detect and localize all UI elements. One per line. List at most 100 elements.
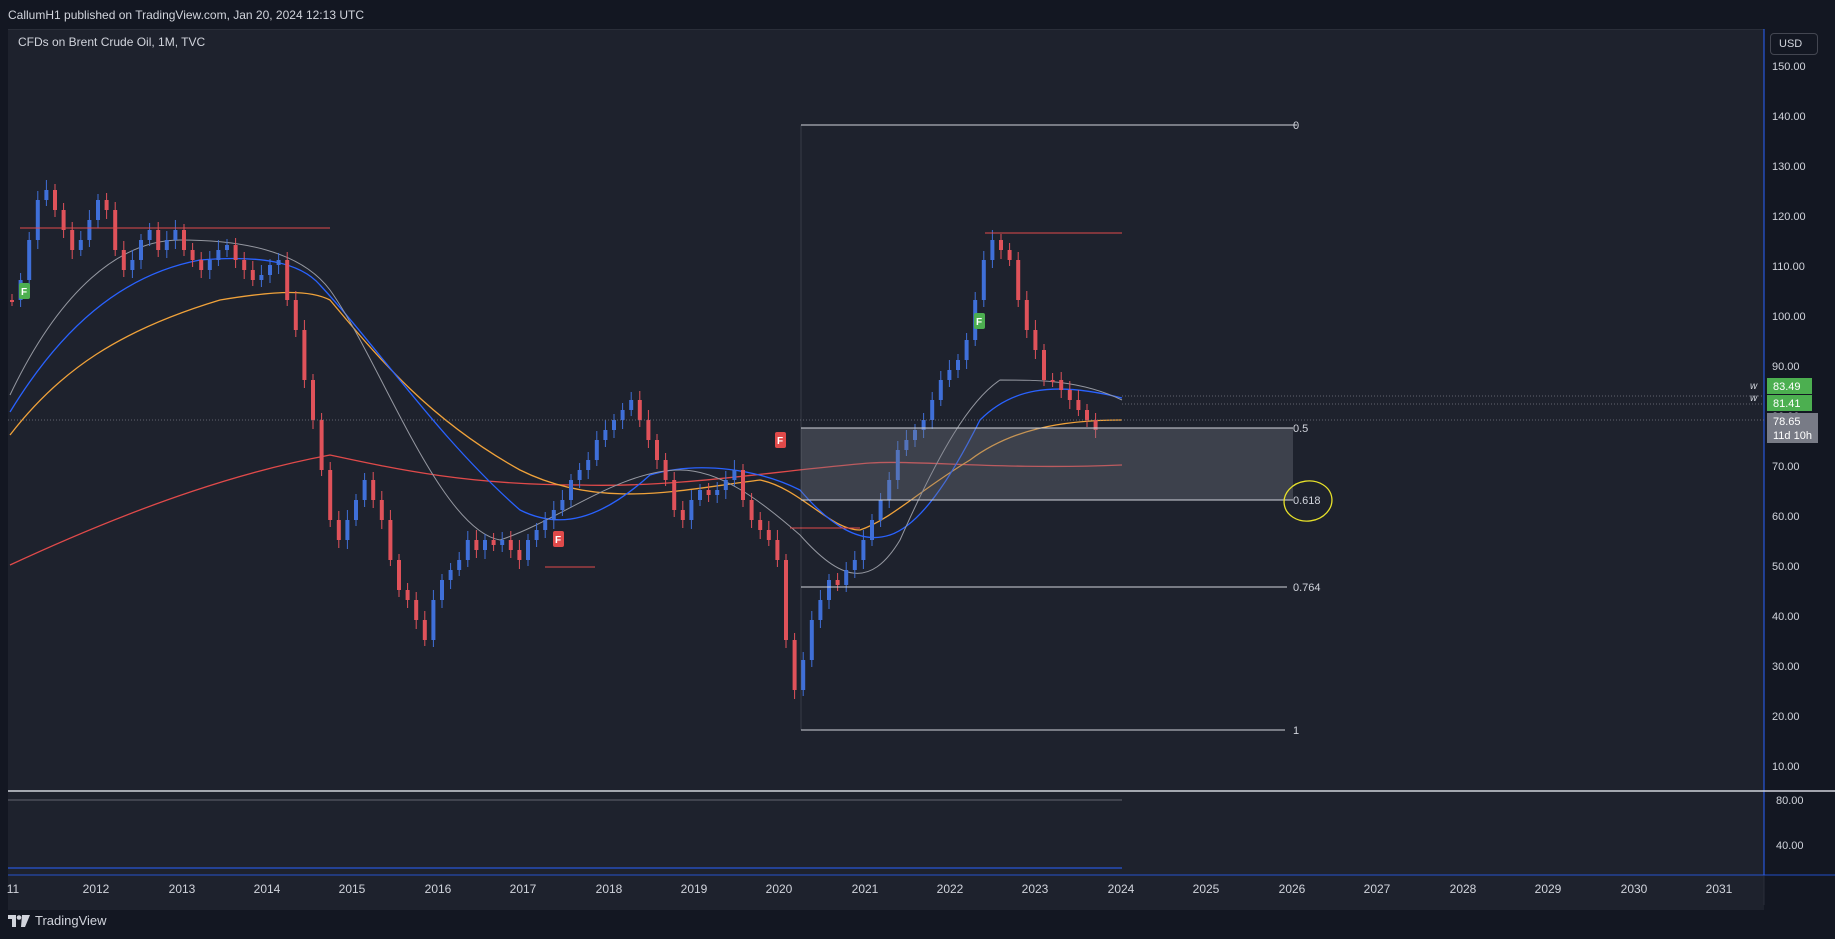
time-axis-label: 2012	[83, 882, 110, 896]
candle-body	[388, 520, 393, 560]
candle-body	[440, 580, 444, 600]
candle-body	[1085, 410, 1089, 420]
candle-body	[921, 420, 926, 430]
candle-body	[543, 520, 548, 530]
candle-body	[147, 230, 152, 240]
tradingview-logo[interactable]: TradingView	[8, 913, 107, 928]
candle-body	[612, 420, 616, 430]
candle-body	[1016, 260, 1021, 300]
badge-box-1	[1767, 378, 1812, 394]
fib-label-0764: 0.764	[1293, 582, 1321, 594]
candle-body	[999, 240, 1003, 250]
flag-marker-2019[interactable]: F	[775, 432, 786, 448]
candle-body	[96, 200, 100, 220]
candle-body	[276, 260, 281, 265]
chart-pane[interactable]	[8, 29, 1764, 911]
time-axis-label: 2018	[596, 882, 623, 896]
candle-body	[938, 380, 943, 400]
candle-body	[336, 520, 341, 540]
candle-body	[534, 530, 539, 540]
fib-zone-box[interactable]	[801, 428, 1293, 500]
last-price-countdown: 11d 10h	[1773, 430, 1812, 442]
candle-body	[1024, 300, 1029, 330]
candle-body	[508, 540, 513, 550]
candle-body	[491, 540, 496, 545]
candle-body	[216, 250, 221, 260]
candle-body	[594, 440, 599, 460]
candle-body	[130, 260, 135, 270]
candle-body	[302, 330, 307, 380]
candle-body	[465, 540, 470, 560]
candle-body	[61, 210, 66, 230]
time-axis-label: 2020	[766, 882, 793, 896]
badge-marker-1: w	[1750, 381, 1758, 392]
subpane-axis[interactable]: 80.00 40.00	[1776, 795, 1804, 852]
svg-text:F: F	[21, 287, 27, 298]
time-axis-label: 2017	[510, 882, 537, 896]
candle-body	[878, 500, 883, 520]
candle-body	[981, 260, 986, 300]
currency-button[interactable]: USD	[1770, 33, 1818, 55]
candle-body	[328, 470, 333, 520]
fib-label-1: 1	[1293, 725, 1299, 737]
candle-body	[741, 470, 745, 500]
candle-body	[259, 275, 264, 280]
candle-body	[199, 260, 204, 270]
candle-body	[706, 490, 711, 495]
time-axis-label: 2022	[937, 882, 964, 896]
time-axis-label: 2029	[1535, 882, 1562, 896]
tradingview-logo-icon	[8, 914, 30, 927]
candle-body	[27, 240, 32, 280]
time-axis[interactable]: 11 2012 2013 2014 2015 2016 2017 2018 2019 2020 20…	[7, 882, 1733, 896]
candle-body	[78, 240, 83, 250]
candle-body	[723, 480, 728, 490]
candle-body	[809, 620, 814, 660]
candle-body	[233, 245, 238, 260]
candle-body	[10, 300, 14, 302]
candle-body	[792, 640, 797, 690]
candle-body	[603, 430, 608, 440]
candle-body	[250, 270, 255, 280]
badge-marker-2: w	[1750, 393, 1758, 404]
candle-body	[319, 420, 324, 470]
candle-body	[913, 430, 917, 440]
candle-body	[371, 480, 376, 500]
candle-body	[139, 240, 143, 260]
flag-marker-2017[interactable]: F	[553, 531, 564, 547]
candle-body	[526, 540, 530, 560]
candle-body	[1007, 250, 1012, 260]
candle-body	[551, 510, 556, 520]
candle-body	[448, 570, 453, 580]
price-axis-label: 100.00	[1772, 311, 1806, 323]
candle-body	[53, 190, 57, 210]
candle-body	[956, 360, 960, 370]
price-axis-label: 20.00	[1772, 711, 1800, 723]
candle-body	[268, 265, 272, 275]
flag-marker-2022[interactable]: F	[974, 313, 985, 329]
candle-body	[104, 200, 109, 210]
candle-body	[947, 370, 952, 380]
top-bar: CallumH1 published on TradingView.com, J…	[0, 0, 1835, 29]
time-axis-label: 2023	[1022, 882, 1049, 896]
time-axis-label: 2030	[1621, 882, 1648, 896]
candle-body	[870, 520, 874, 540]
price-axis-label: 60.00	[1772, 511, 1800, 523]
time-axis-label: 2027	[1364, 882, 1391, 896]
ma-fast-line	[9, 257, 1123, 539]
price-axis[interactable]: 150.00 140.00 130.00 120.00 110.00 100.00 90.0…	[1772, 61, 1806, 773]
candle-body	[629, 400, 634, 410]
publish-info: CallumH1 published on TradingView.com, J…	[8, 8, 364, 22]
candle-body	[827, 580, 831, 600]
candle-body	[637, 400, 642, 420]
time-axis-label: 2024	[1108, 882, 1135, 896]
time-axis-label: 2031	[1706, 882, 1733, 896]
symbol-title[interactable]: CFDs on Brent Crude Oil, 1M, TVC	[18, 35, 206, 49]
candle-body	[887, 480, 892, 500]
candle-body	[904, 440, 909, 450]
flag-marker-2011[interactable]: F	[19, 283, 30, 299]
candle-body	[156, 230, 161, 250]
svg-text:F: F	[555, 535, 561, 546]
candle-body	[1093, 420, 1098, 430]
candle-body	[672, 480, 677, 510]
